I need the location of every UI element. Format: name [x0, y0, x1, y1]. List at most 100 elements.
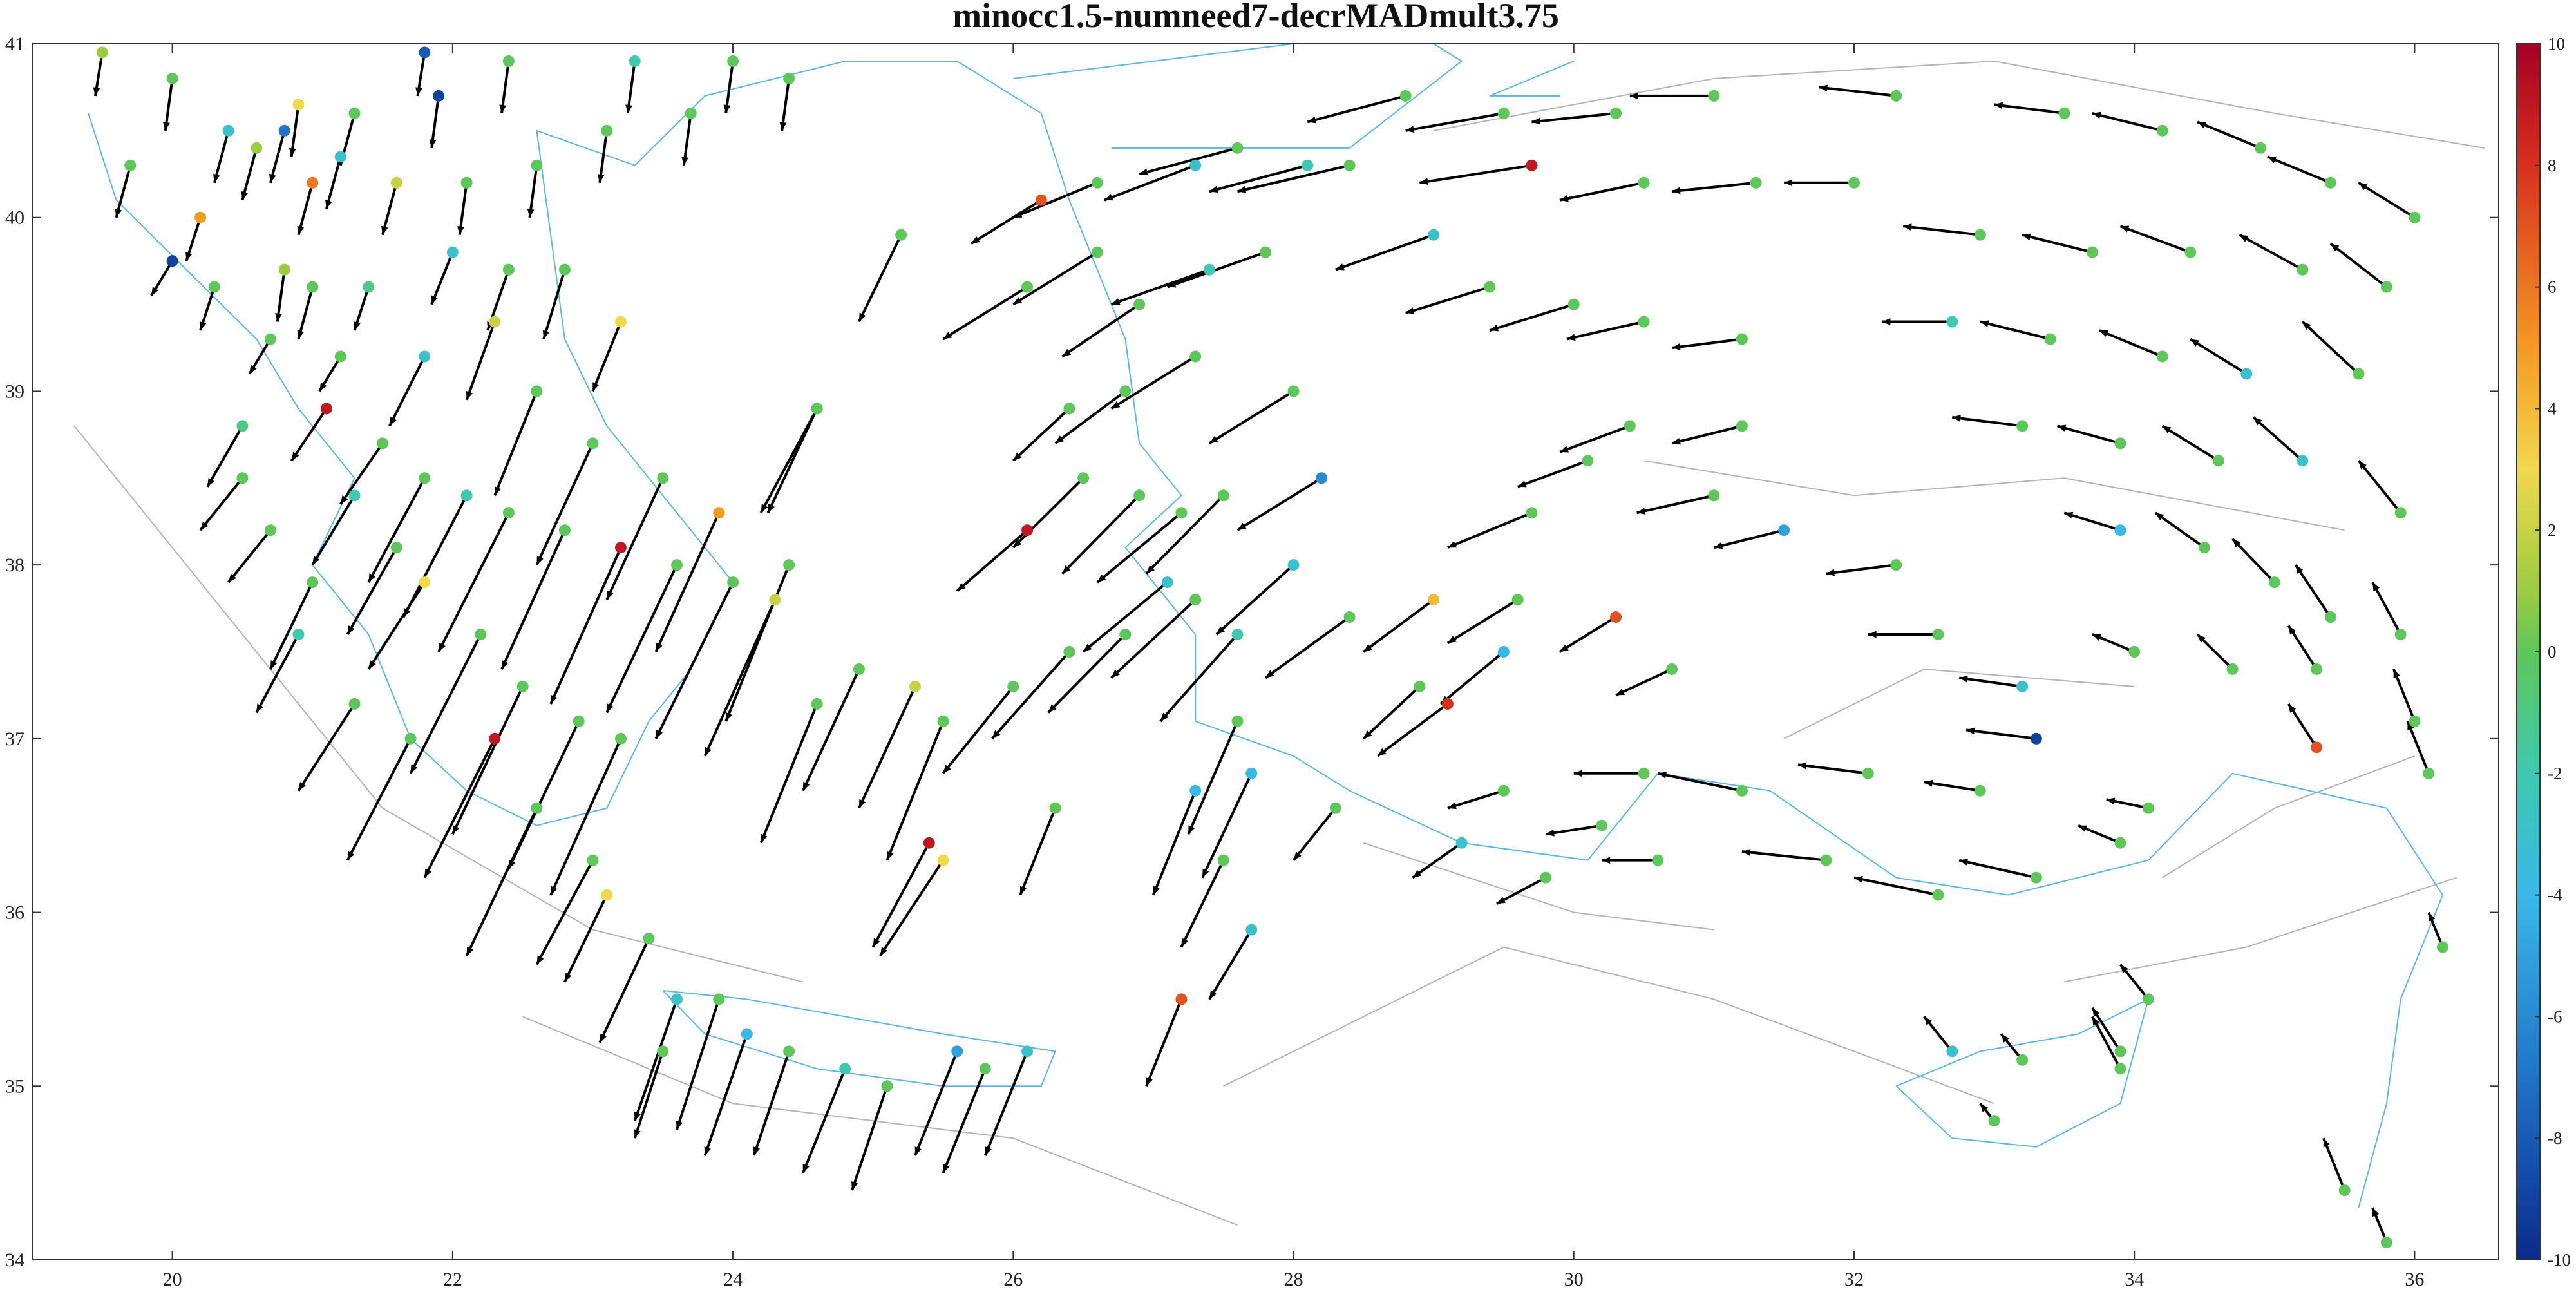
- coastline-segment: [1895, 998, 2150, 1148]
- station-point: [2409, 211, 2421, 223]
- arrow-head: [2092, 634, 2101, 641]
- velocity-arrow: [2063, 511, 2121, 532]
- station-point: [363, 281, 375, 293]
- arrow-head: [429, 139, 437, 148]
- arrow-head: [1412, 869, 1422, 878]
- y-tick-label: 38: [5, 555, 24, 576]
- arrow-head: [943, 1164, 950, 1173]
- arrow-head: [389, 417, 397, 426]
- arrow-head: [1517, 480, 1527, 488]
- station-point: [2297, 263, 2309, 276]
- velocity-arrow: [1558, 616, 1617, 653]
- arrow-head: [1405, 126, 1415, 133]
- station-point: [2380, 281, 2392, 293]
- station-point: [1189, 350, 1202, 363]
- station-point: [2184, 246, 2197, 258]
- station-point: [307, 576, 319, 589]
- velocity-arrow: [1167, 251, 1266, 289]
- station-point: [2030, 732, 2042, 745]
- arrow-head: [880, 947, 888, 956]
- velocity-arrow: [500, 61, 510, 114]
- velocity-arrow: [626, 61, 636, 114]
- station-point: [2199, 542, 2211, 554]
- arrow-head: [681, 157, 689, 166]
- arrow-head: [269, 173, 276, 183]
- arrow-head: [115, 208, 122, 218]
- velocity-arrow: [1496, 876, 1547, 905]
- arrow-head: [1602, 857, 1611, 864]
- velocity-arrow: [1412, 842, 1463, 879]
- station-point: [419, 350, 431, 363]
- arrow-head: [723, 104, 731, 113]
- station-point: [2156, 124, 2168, 137]
- station-point: [2156, 350, 2168, 363]
- velocity-arrow: [991, 651, 1070, 740]
- velocity-arrow: [724, 564, 790, 722]
- arrow-head: [2057, 424, 2067, 432]
- arrow-head: [340, 495, 348, 504]
- arrow-head: [2302, 321, 2311, 330]
- arrow-head: [1868, 631, 1877, 638]
- colorbar-tick-label: 6: [2548, 278, 2557, 297]
- velocity-arrow: [878, 859, 945, 957]
- fault-line: [1363, 842, 1714, 931]
- station-point: [1329, 802, 1341, 814]
- velocity-arrow: [346, 547, 398, 636]
- velocity-arrow: [500, 529, 566, 670]
- station-point: [1862, 767, 1874, 779]
- station-point: [1582, 455, 1594, 467]
- arrow-head: [625, 104, 632, 113]
- station-point: [769, 594, 781, 606]
- station-point: [558, 524, 571, 537]
- velocity-arrow: [2239, 233, 2304, 271]
- velocity-arrow: [1952, 415, 2023, 428]
- velocity-arrow: [346, 737, 412, 861]
- velocity-arrow: [1671, 181, 1756, 193]
- station-point: [320, 403, 332, 415]
- arrow-head: [564, 973, 572, 982]
- velocity-arrow: [1145, 494, 1225, 575]
- velocity-arrow: [2119, 225, 2191, 254]
- station-point: [531, 159, 543, 171]
- velocity-arrow: [297, 287, 314, 340]
- arrow-head: [1083, 643, 1092, 652]
- station-point: [1189, 784, 1202, 797]
- station-point: [2058, 107, 2070, 119]
- station-point: [1497, 784, 1510, 797]
- velocity-arrow: [2099, 329, 2163, 358]
- station-point: [685, 107, 697, 119]
- station-point: [1399, 90, 1412, 102]
- arrow-head: [914, 1146, 922, 1156]
- station-point: [278, 263, 290, 276]
- arrow-head: [1952, 415, 1961, 422]
- velocity-arrow: [1012, 407, 1070, 462]
- station-point: [951, 1045, 963, 1058]
- arrow-head: [2001, 1034, 2009, 1043]
- velocity-arrow: [1363, 598, 1435, 653]
- station-point: [937, 715, 949, 727]
- arrow-head: [1188, 825, 1195, 835]
- velocity-arrow: [297, 182, 314, 236]
- station-point: [1638, 176, 1650, 189]
- arrow-head: [1447, 541, 1457, 548]
- colorbar-tick-label: -10: [2548, 1250, 2571, 1269]
- arrow-head: [1062, 348, 1072, 357]
- arrow-head: [368, 660, 376, 669]
- arrow-head: [725, 712, 733, 721]
- velocity-arrow: [1958, 676, 2023, 688]
- arrow-head: [597, 174, 605, 183]
- arrow-head: [1636, 508, 1646, 515]
- station-point: [516, 680, 529, 692]
- velocity-arrow: [633, 1050, 665, 1139]
- velocity-arrow: [1489, 303, 1575, 332]
- station-point: [2016, 680, 2029, 692]
- arrow-head: [753, 1146, 760, 1156]
- arrow-head: [410, 764, 418, 774]
- arrow-head: [1903, 223, 1912, 231]
- station-point: [1063, 646, 1075, 658]
- velocity-arrow: [970, 199, 1042, 245]
- arrow-head: [1559, 644, 1569, 652]
- velocity-arrow: [164, 78, 174, 131]
- velocity-arrow: [1531, 111, 1616, 124]
- coastline-segment: [662, 989, 1056, 1087]
